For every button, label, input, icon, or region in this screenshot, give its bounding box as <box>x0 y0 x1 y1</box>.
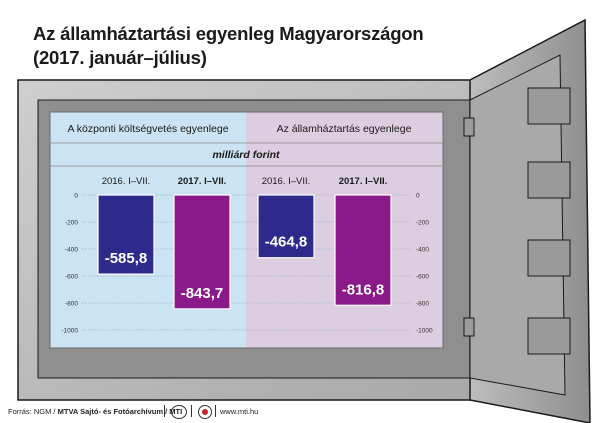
y-tick-right--800: -800 <box>416 301 429 308</box>
value-label-g1-1: -585,8 <box>105 250 148 267</box>
chart-title-line-2: (2017. január–július) <box>33 47 207 68</box>
door-bolts <box>527 87 571 355</box>
source-credit: Forrás: NGM / MTVA Sajtó- és Fotóarchívu… <box>8 407 182 416</box>
y-tick-right--1000: -1000 <box>416 328 433 335</box>
y-tick-right--600: -600 <box>416 274 429 281</box>
safe-door-inner <box>469 54 566 396</box>
category-label-g1-1: 2016. I–VII. <box>102 176 151 187</box>
y-tick-left--1000: -1000 <box>61 328 78 335</box>
hinge-top <box>463 117 475 137</box>
value-label-g2-2: -816,8 <box>342 281 385 298</box>
value-label-g1-2: -843,7 <box>181 285 224 302</box>
panel-border <box>49 111 444 349</box>
source-prefix: Forrás: NGM / <box>8 407 56 416</box>
y-tick-right--200: -200 <box>416 220 429 227</box>
source-archive: MTVA Sajtó- és Fotóarchívum / MTI <box>57 407 183 416</box>
chart-title-line-1: Az államháztartási egyenleg Magyarország… <box>33 23 424 44</box>
bar-g2-1 <box>257 194 315 259</box>
category-label-g1-2: 2017. I–VII. <box>178 176 227 187</box>
unit-label: milliárd forint <box>212 149 280 161</box>
group-header-2: Az államháztartás egyenlege <box>277 123 412 135</box>
y-tick-left--600: -600 <box>65 274 78 281</box>
y-tick-right-0: 0 <box>416 193 420 200</box>
category-label-g2-2: 2017. I–VII. <box>339 176 388 187</box>
y-tick-left--800: -800 <box>65 301 78 308</box>
y-tick-left-0: 0 <box>74 193 78 200</box>
value-label-g2-1: -464,8 <box>265 234 308 251</box>
y-tick-left--400: -400 <box>65 247 78 254</box>
mtva-logo-icon <box>171 405 187 419</box>
source-url: www.mti.hu <box>220 407 259 416</box>
y-tick-left--200: -200 <box>65 220 78 227</box>
bar-g2-2 <box>334 194 392 306</box>
group-header-1: A központi költségvetés egyenlege <box>67 123 228 135</box>
hinge-bottom <box>463 317 475 337</box>
y-tick-right--400: -400 <box>416 247 429 254</box>
bar-g1-2 <box>173 194 231 310</box>
bar-g1-1 <box>97 194 155 275</box>
category-label-g2-1: 2016. I–VII. <box>262 176 311 187</box>
chart-title: Az államháztartási egyenleg Magyarország… <box>33 22 424 70</box>
mti-logo-icon <box>198 405 212 419</box>
footer: Forrás: NGM / MTVA Sajtó- és Fotóarchívu… <box>8 405 592 419</box>
